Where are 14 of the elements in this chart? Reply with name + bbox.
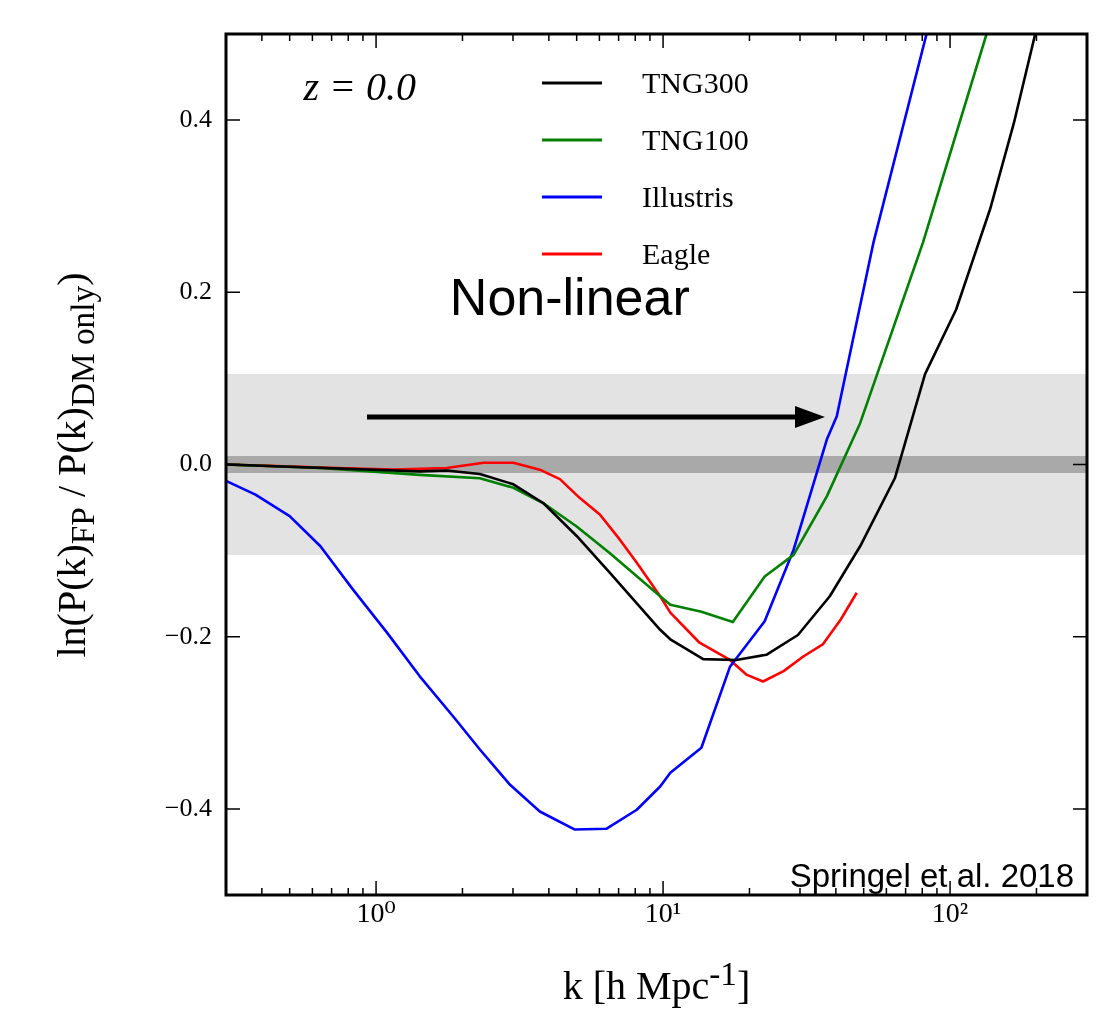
legend-label: Illustris [642,179,734,213]
y-tick-label: 0.0 [179,448,212,478]
x-tick-label: 10¹ [644,897,682,929]
x-tick-label: 10⁰ [356,897,396,929]
y-tick-label: 0.2 [179,276,212,306]
legend-label: TNG300 [642,65,749,99]
annotation: z = 0.0 [302,63,417,109]
x-tick-label: 10² [931,897,969,929]
x-axis-title: k [h Mpc$^{-1}$] [561,955,752,1010]
y-tick-label: 0.4 [179,103,212,133]
legend-label: TNG100 [642,122,749,156]
y-tick-label: −0.4 [164,792,212,822]
annotation: Springel et al. 2018 [789,857,1075,895]
y-tick-label: −0.2 [164,620,212,650]
